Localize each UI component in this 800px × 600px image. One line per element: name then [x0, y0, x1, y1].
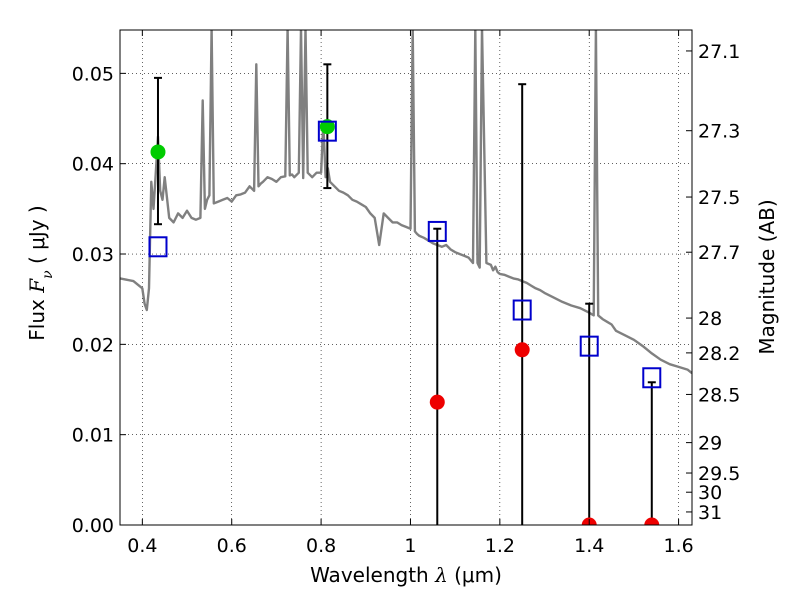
- magnitude-tick-label: 27.5: [698, 187, 740, 209]
- magnitude-tick-label: 28: [698, 308, 722, 330]
- x-tick-label: 0.8: [306, 535, 336, 557]
- y-tick-label: 0.00: [72, 515, 114, 537]
- model-photometry-square: [317, 120, 337, 142]
- magnitude-tick-label: 27.3: [698, 121, 740, 143]
- detection-point: [319, 119, 335, 135]
- x-axis-title: Wavelength λ (μm): [310, 563, 502, 587]
- magnitude-tick-label: 27.7: [698, 242, 740, 264]
- x-tick-label: 0.4: [127, 535, 157, 557]
- detection-point: [150, 144, 166, 160]
- model-photometry-square: [427, 220, 447, 242]
- x-tick-label: 1.4: [574, 535, 604, 557]
- model-photometry-square: [148, 236, 168, 258]
- magnitude-tick-label: 29: [698, 433, 722, 455]
- template-spectrum-line: [120, 30, 692, 375]
- model-photometry-square: [579, 335, 599, 357]
- grid: [120, 30, 692, 526]
- magnitude-tick-label: 28.2: [698, 343, 740, 365]
- magnitude-tick-label: 31: [698, 502, 722, 524]
- y-tick-label: 0.02: [72, 334, 114, 356]
- magnitude-tick-label: 29.5: [698, 463, 740, 485]
- magnitude-axis-title: Magnitude (AB): [755, 199, 779, 354]
- magnitude-tick-label: 28.5: [698, 384, 740, 406]
- x-tick-label: 0.6: [217, 535, 247, 557]
- x-tick-label: 1.2: [485, 535, 515, 557]
- y-tick-label: 0.03: [72, 244, 114, 266]
- plot-frame: [119, 29, 693, 526]
- errorbar-layer: [153, 63, 656, 525]
- label-layer: 0.4 0.6 0.8 1 1.2 1.4 1.6 0.00 0.01 0.02 0.03 0.04 0…: [72, 41, 741, 557]
- y-tick-label: 0.04: [72, 154, 114, 176]
- nondetection-point: [514, 342, 530, 358]
- magnitude-tick-label: 27.1: [698, 41, 740, 63]
- y-tick-label: 0.01: [72, 425, 114, 447]
- y-tick-label: 0.05: [72, 63, 114, 85]
- marker-layer: [148, 119, 662, 525]
- model-photometry-square: [512, 299, 532, 321]
- y-axis-title: Flux Fν ( μJy ): [25, 205, 56, 340]
- tick-layer: [120, 30, 692, 526]
- magnitude-tick-label: 30: [698, 482, 722, 504]
- model-photometry-square: [642, 367, 662, 389]
- template-spectrum-layer: [120, 30, 692, 375]
- nondetection-point: [644, 517, 660, 525]
- x-tick-label: 1.6: [663, 535, 693, 557]
- x-tick-label: 1: [404, 535, 416, 557]
- nondetection-point: [429, 394, 445, 410]
